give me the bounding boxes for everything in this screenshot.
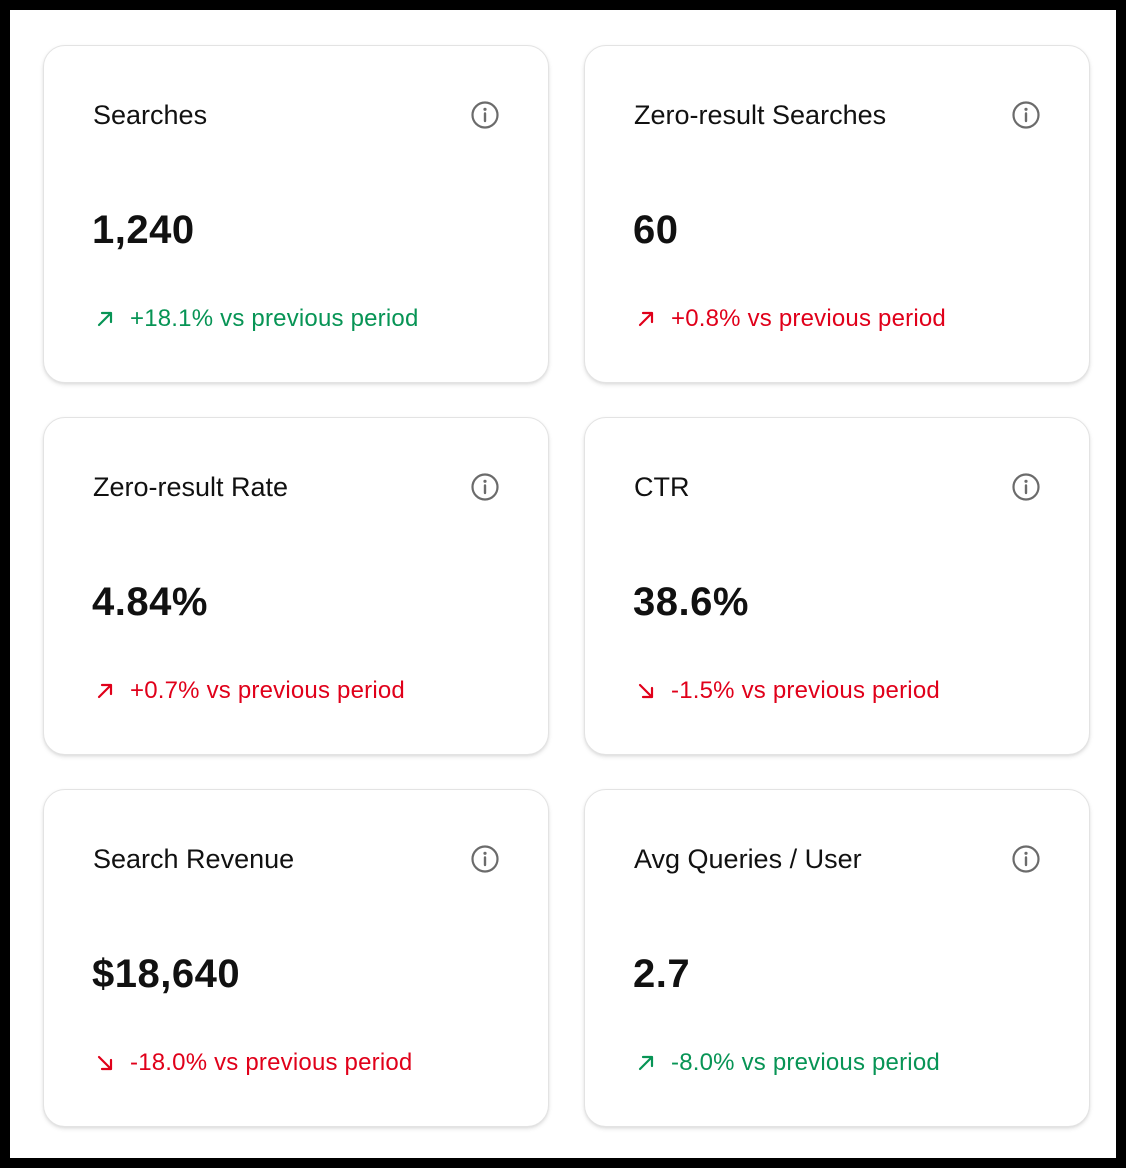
card-value: 2.7 <box>633 952 691 996</box>
arrow-down-right-icon <box>638 683 654 699</box>
info-icon[interactable] <box>470 844 500 874</box>
metric-card-ctr: CTR 38.6% -1.5% vs previous period <box>584 417 1090 755</box>
delta-text: -18.0% vs previous period <box>130 1049 413 1076</box>
card-title: Search Revenue <box>93 844 295 874</box>
delta-text: -8.0% vs previous period <box>671 1049 940 1076</box>
card-delta: -18.0% vs previous period <box>96 1048 412 1078</box>
card-title: Avg Queries / User <box>634 844 862 874</box>
delta-text: +0.8% vs previous period <box>671 305 946 332</box>
info-icon[interactable] <box>470 100 500 130</box>
delta-text: +18.1% vs previous period <box>130 305 419 332</box>
card-value: 60 <box>633 208 679 252</box>
arrow-up-right-icon <box>638 1055 654 1071</box>
card-title: Zero-result Searches <box>634 100 887 130</box>
card-title: CTR <box>634 472 690 502</box>
dashboard-frame: Searches 1,240 +18.1% vs previous period… <box>10 10 1116 1158</box>
card-delta: +18.1% vs previous period <box>96 304 419 334</box>
arrow-up-right-icon <box>97 311 113 327</box>
card-value: 4.84% <box>92 580 208 624</box>
metric-card-zero-result-searches: Zero-result Searches 60 +0.8% vs previou… <box>584 45 1090 383</box>
metric-card-avg-queries-per-user: Avg Queries / User 2.7 -8.0% vs previous… <box>584 789 1090 1127</box>
card-value: 1,240 <box>92 208 195 252</box>
arrow-up-right-icon <box>638 311 654 327</box>
metrics-grid: Searches 1,240 +18.1% vs previous period… <box>43 45 1090 1127</box>
metric-card-search-revenue: Search Revenue $18,640 -18.0% vs previou… <box>43 789 549 1127</box>
card-delta: +0.7% vs previous period <box>96 676 405 706</box>
info-icon[interactable] <box>1011 844 1041 874</box>
delta-text: +0.7% vs previous period <box>130 677 405 704</box>
card-delta: -8.0% vs previous period <box>637 1048 940 1078</box>
info-icon[interactable] <box>1011 100 1041 130</box>
card-delta: +0.8% vs previous period <box>637 304 946 334</box>
card-value: $18,640 <box>92 952 241 996</box>
info-icon[interactable] <box>1011 472 1041 502</box>
card-delta: -1.5% vs previous period <box>637 676 940 706</box>
delta-text: -1.5% vs previous period <box>671 677 940 704</box>
card-title: Zero-result Rate <box>93 472 289 502</box>
metric-card-searches: Searches 1,240 +18.1% vs previous period <box>43 45 549 383</box>
arrow-down-right-icon <box>97 1055 113 1071</box>
metric-card-zero-result-rate: Zero-result Rate 4.84% +0.7% vs previous… <box>43 417 549 755</box>
card-title: Searches <box>93 100 208 130</box>
info-icon[interactable] <box>470 472 500 502</box>
arrow-up-right-icon <box>97 683 113 699</box>
card-value: 38.6% <box>633 580 749 624</box>
